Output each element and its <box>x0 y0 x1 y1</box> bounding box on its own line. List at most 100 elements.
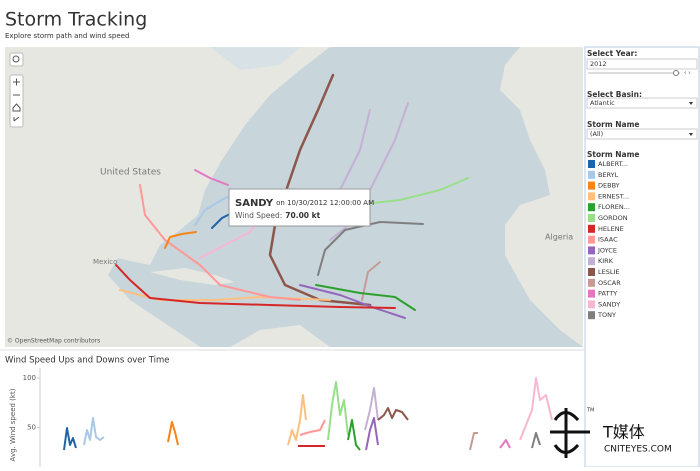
wind-line[interactable] <box>469 432 478 451</box>
zoom-icons[interactable] <box>13 78 20 96</box>
legend-label: TONY <box>597 311 616 319</box>
filter-value: 2012 <box>590 60 607 68</box>
y-axis-label: Avg. Wind speed (kt) <box>9 388 17 461</box>
legend-swatch <box>588 192 595 201</box>
wind-line[interactable] <box>299 419 326 436</box>
year-input[interactable] <box>586 58 698 70</box>
tooltip: SANDY on 10/30/2012 12:00:00 AM Wind Spee… <box>228 188 374 227</box>
search-icon <box>12 55 20 63</box>
legend-swatch <box>588 311 595 320</box>
wind-line[interactable] <box>63 427 77 451</box>
watermark-site: CNITEYES.COM <box>604 445 672 455</box>
zoom-panel <box>9 74 24 128</box>
legend-swatch <box>588 289 595 298</box>
legend-label: ALBERT... <box>598 160 628 168</box>
legend-swatch <box>588 203 595 212</box>
legend-label: SANDY <box>598 300 620 308</box>
storm-track[interactable] <box>329 102 409 241</box>
legend-label: GORDON <box>598 214 628 222</box>
subtitle: Explore storm path and wind speed <box>5 32 129 40</box>
tooltip-storm: SANDY <box>235 198 274 209</box>
legend-label: PATTY <box>598 290 617 298</box>
storm-track[interactable] <box>317 221 424 276</box>
filter-value: Atlantic <box>590 99 615 107</box>
legend-label: DEBBY <box>598 182 620 190</box>
filter-label: Select Basin: <box>587 90 642 99</box>
wind-line[interactable] <box>364 387 379 431</box>
map[interactable]: United States Mexico Algeria <box>5 47 583 347</box>
tooltip-metric: Wind Speed: <box>235 211 282 220</box>
wind-line[interactable] <box>167 421 179 446</box>
legend-label: KIRK <box>598 257 614 265</box>
filter-label: Storm Name <box>587 120 640 129</box>
storm-dropdown[interactable] <box>586 128 698 140</box>
lakes <box>210 47 300 70</box>
map-label: Mexico <box>93 258 117 266</box>
tooltip-box <box>228 188 371 227</box>
wind-line[interactable] <box>365 417 379 451</box>
storm-track[interactable] <box>194 169 229 186</box>
legend-swatch <box>588 278 595 287</box>
watermark-mark: TM <box>586 408 594 414</box>
filter-panel: Select Year: 2012 ‹ › Select Basin: Atla… <box>584 46 700 468</box>
home-icon[interactable] <box>12 103 21 122</box>
search-button[interactable] <box>9 52 24 67</box>
legend-label: ISAAC <box>598 236 618 244</box>
tooltip-title: SANDY on 10/30/2012 12:00:00 AM <box>235 198 374 209</box>
legend-swatch <box>588 160 595 168</box>
legend-label: FLOREN... <box>598 203 630 211</box>
land-europe-africa <box>500 47 583 347</box>
legend-swatch <box>588 181 595 190</box>
chart-title: Wind Speed Ups and Downs over Time <box>5 356 170 366</box>
legend-label: HELENE <box>598 225 624 233</box>
legend-label: LESLIE <box>598 268 620 276</box>
slider-thumb[interactable] <box>673 70 679 76</box>
wind-line[interactable] <box>327 381 349 441</box>
legend-label: OSCAR <box>598 279 621 287</box>
watermark: TM T媒体 CNITEYES.COM <box>550 408 672 458</box>
legend-label: BERYL <box>598 171 619 179</box>
zoom-controls <box>9 52 24 128</box>
wind-lines <box>63 377 553 451</box>
wind-line[interactable] <box>287 394 307 446</box>
legend-title: Storm Name <box>587 150 640 159</box>
land-europe-north <box>545 60 583 115</box>
storm-track[interactable] <box>139 184 301 301</box>
slider-arrows[interactable]: ‹ › <box>684 70 691 77</box>
land-americas <box>5 47 330 347</box>
y-tick-label: 100 <box>23 374 36 382</box>
filter-label: Select Year: <box>587 49 637 58</box>
wind-line[interactable] <box>83 417 105 446</box>
legend-swatch <box>588 170 595 179</box>
wind-line[interactable] <box>499 439 511 449</box>
storm-track[interactable] <box>164 231 197 249</box>
wind-line[interactable] <box>531 432 541 449</box>
storm-track[interactable] <box>315 284 416 311</box>
basin-dropdown[interactable] <box>586 97 698 109</box>
dropdown-arrow <box>689 133 693 136</box>
wind-line[interactable] <box>377 407 409 421</box>
storm-track[interactable] <box>299 284 406 319</box>
y-ticks: 50 100 <box>23 374 40 431</box>
storm-track[interactable] <box>361 261 381 301</box>
panel-border <box>584 46 700 468</box>
map-label: United States <box>100 168 161 178</box>
legend-swatch <box>588 224 595 233</box>
wind-line[interactable] <box>347 419 361 451</box>
land-cuba <box>150 268 235 285</box>
storm-track[interactable] <box>115 264 396 309</box>
legend-swatch <box>588 214 595 222</box>
filter-value: (All) <box>590 130 603 138</box>
wind-line[interactable] <box>519 377 553 441</box>
legend-swatch <box>588 246 595 255</box>
watermark-brand: T媒体 <box>602 423 645 442</box>
tooltip-value: 70.00 kt <box>285 211 320 220</box>
y-tick-label: 50 <box>27 423 36 431</box>
storm-track[interactable] <box>334 109 371 201</box>
attribution: © OpenStreetMap contributors <box>7 338 100 345</box>
title: Storm Tracking <box>5 9 147 31</box>
land-south-america <box>230 325 330 347</box>
tooltip-date: on 10/30/2012 12:00:00 AM <box>276 199 374 207</box>
dropdown-arrow <box>689 102 693 105</box>
